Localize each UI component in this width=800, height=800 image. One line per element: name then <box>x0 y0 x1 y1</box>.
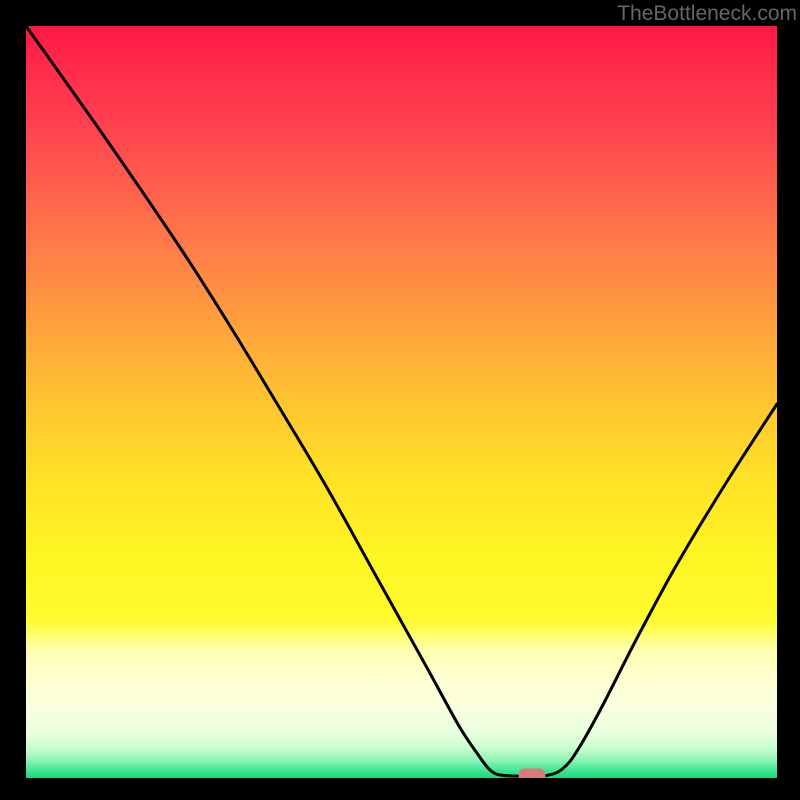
optimum-marker <box>519 769 546 782</box>
chart-background <box>26 26 777 778</box>
border-right <box>777 0 800 800</box>
border-bottom <box>0 778 800 800</box>
watermark-text: TheBottleneck.com <box>617 2 797 26</box>
bottleneck-curve <box>26 26 777 776</box>
border-left <box>0 0 26 800</box>
chart-stage: TheBottleneck.com <box>0 0 800 800</box>
chart-svg <box>0 0 800 800</box>
